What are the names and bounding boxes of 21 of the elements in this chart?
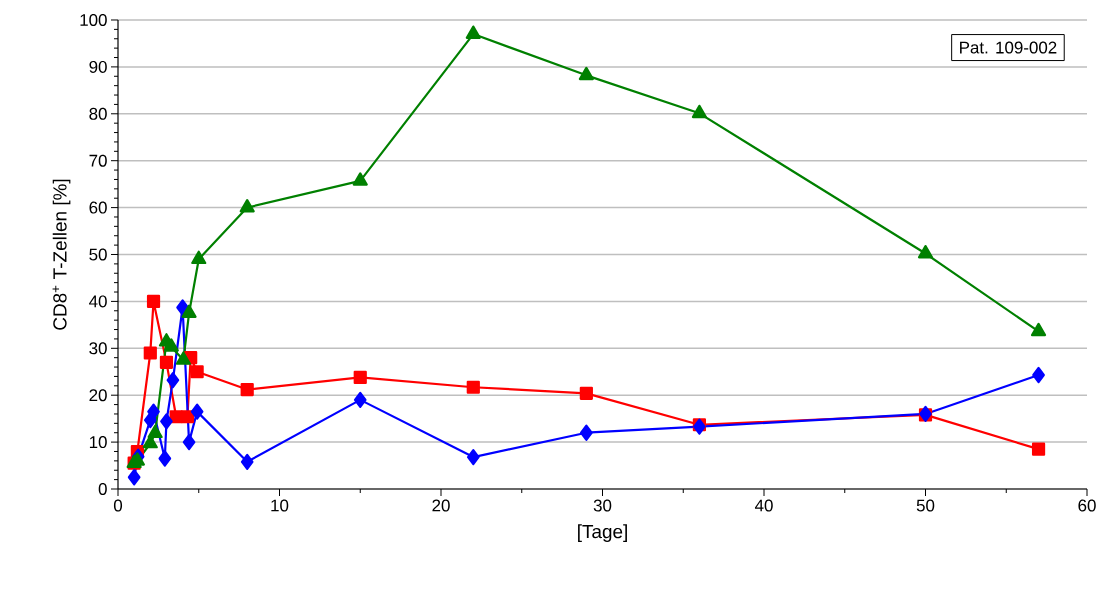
y-tick-label: 70	[89, 154, 107, 167]
y-tick-label: 40	[89, 295, 107, 308]
y-tick-label: 20	[89, 389, 107, 402]
x-tick-label: 20	[432, 499, 450, 512]
annotation: Pat. 109-002	[960, 41, 1057, 54]
y-tick-label: 50	[89, 248, 107, 261]
x-tick-label: 30	[593, 499, 612, 512]
y-tick-label: 80	[89, 107, 107, 120]
y-axis-title: CD8$^{+}$ T-Zellen [%]	[52, 179, 71, 330]
x-tick-label: 10	[271, 499, 289, 512]
y-tick-label: 100	[80, 14, 107, 26]
y-tick-label: 0	[98, 483, 107, 495]
x-tick-label: 0	[113, 499, 123, 512]
y-tick-label: 90	[89, 60, 107, 73]
y-tick-label: 60	[89, 201, 107, 214]
x-axis-title: [Tage]	[578, 524, 627, 542]
y-tick-label: 10	[89, 436, 107, 449]
y-tick-label: 30	[89, 342, 107, 355]
x-tick-label: 40	[754, 499, 773, 512]
x-tick-label: 50	[916, 499, 935, 512]
x-tick-label: 60	[1078, 499, 1096, 512]
